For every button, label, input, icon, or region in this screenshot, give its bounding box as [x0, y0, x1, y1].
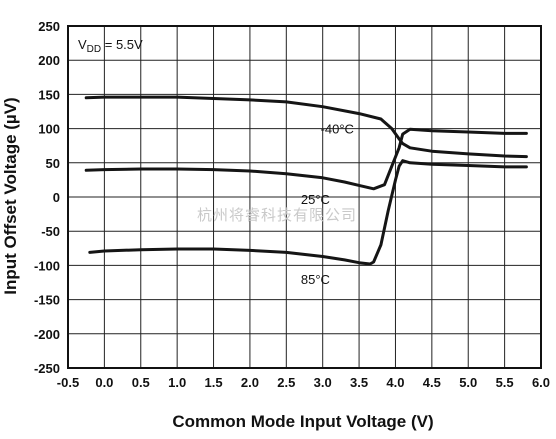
- x-tick-label: 6.0: [532, 375, 550, 390]
- series-labels: -40°C 25°C 85°C: [301, 122, 354, 287]
- x-tick-label: 1.0: [168, 375, 186, 390]
- x-tick-label: 4.5: [423, 375, 441, 390]
- x-axis-title: Common Mode Input Voltage (V): [172, 412, 433, 431]
- x-tick-label: 0.5: [132, 375, 150, 390]
- y-tick-label: 0: [53, 190, 60, 205]
- y-axis-title: Input Offset Voltage (µV): [1, 97, 20, 294]
- x-tick-label: 3.5: [350, 375, 368, 390]
- y-tick-label: -50: [41, 224, 60, 239]
- watermark: 杭州将睿科技有限公司: [197, 206, 357, 224]
- y-tick-label: 50: [46, 156, 60, 171]
- x-tick-label: -0.5: [57, 375, 79, 390]
- vdd-suffix: = 5.5V: [101, 37, 143, 52]
- y-tick-label: -200: [34, 327, 60, 342]
- plot-frame: [67, 25, 542, 369]
- y-tick-label: 200: [38, 53, 60, 68]
- x-tick-label: 3.0: [314, 375, 332, 390]
- x-tick-label: 4.0: [386, 375, 404, 390]
- y-tick-labels: 250 200 150 100 50 0 -50 -100 -150 -200 -250: [34, 19, 60, 376]
- y-tick-label: 100: [38, 122, 60, 137]
- series-label: -40°C: [321, 122, 354, 137]
- vdd-prefix: V: [78, 37, 87, 52]
- y-tick-label: -250: [34, 361, 60, 376]
- series-line-2: [88, 159, 528, 266]
- y-tick-label: 150: [38, 87, 60, 102]
- vdd-subscript: DD: [87, 44, 101, 55]
- series-label: 25°C: [301, 192, 330, 207]
- x-tick-label: 2.5: [277, 375, 295, 390]
- y-tick-label: 250: [38, 19, 60, 34]
- series-lines: [84, 95, 528, 266]
- x-tick-labels: -0.5 0.0 0.5 1.0 1.5 2.0 2.5 3.0 3.5 4.0 4.5 5.0 5.5…: [57, 375, 550, 390]
- x-tick-label: 5.5: [496, 375, 514, 390]
- x-tick-label: 1.5: [204, 375, 222, 390]
- series-line-1: [84, 127, 528, 191]
- series-line-0: [84, 95, 528, 159]
- y-tick-label: -150: [34, 293, 60, 308]
- x-tick-label: 2.0: [241, 375, 259, 390]
- x-tick-label: 0.0: [95, 375, 113, 390]
- x-tick-label: 5.0: [459, 375, 477, 390]
- y-tick-label: -100: [34, 258, 60, 273]
- series-label: 85°C: [301, 272, 330, 287]
- vdd-annotation: VDD = 5.5V: [78, 37, 143, 55]
